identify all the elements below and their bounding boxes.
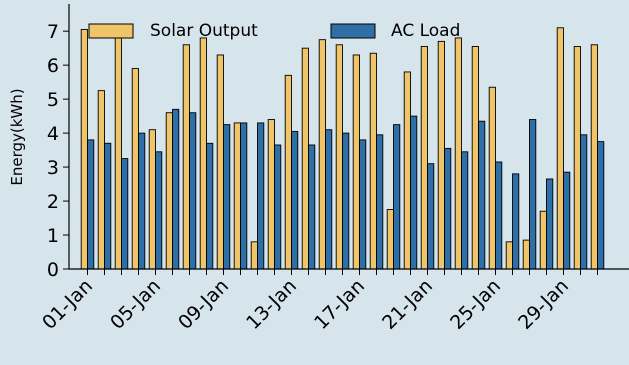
bar-ac-load (257, 122, 265, 270)
bar-ac-load (546, 178, 554, 270)
y-axis-label: Energy(kWh) (8, 88, 26, 185)
bar-solar-output (539, 210, 547, 270)
bar-solar-output (216, 54, 224, 270)
bar-ac-load (410, 115, 418, 270)
bar-ac-load (478, 120, 486, 270)
bar-ac-load (138, 132, 146, 270)
bar-ac-load (240, 122, 248, 270)
bar-solar-output (488, 86, 496, 270)
y-tick-label: 1 (47, 225, 59, 247)
legend-label-ac-load: AC Load (391, 21, 460, 41)
bar-ac-load (342, 132, 350, 270)
bar-ac-load (512, 173, 520, 270)
legend-swatch-ac-load (330, 23, 376, 39)
bar-solar-output (437, 40, 445, 270)
x-tick-label: 21-Jan (378, 275, 437, 334)
bar-solar-output (335, 44, 343, 270)
bar-solar-output (182, 44, 190, 270)
x-tick-label: 17-Jan (310, 275, 369, 334)
bar-ac-load (325, 129, 333, 270)
bar-solar-output (80, 29, 88, 270)
x-axis: 01-Jan 05-Jan 09-Jan 13-Jan 17-Jan 21-Jan 25-J… (38, 268, 629, 334)
x-tick-label: 13-Jan (242, 275, 301, 334)
bar-solar-output (369, 52, 377, 270)
y-tick-label: 4 (47, 123, 59, 145)
bar-ac-load (563, 171, 571, 270)
y-tick-label: 7 (47, 21, 59, 43)
bar-ac-load (87, 139, 95, 270)
bar-solar-output (454, 37, 462, 270)
bar-ac-load (461, 151, 469, 270)
bar-ac-load (223, 124, 231, 270)
bar-solar-output (131, 68, 139, 270)
bar-ac-load (495, 161, 503, 270)
bar-ac-load (444, 147, 452, 270)
bar-solar-output (505, 241, 513, 270)
bar-ac-load (597, 141, 605, 270)
bar-ac-load (359, 139, 367, 270)
x-tick-label: 09-Jan (174, 275, 233, 334)
bar-solar-output (403, 71, 411, 270)
bar-solar-output (165, 112, 173, 270)
x-tick-label: 29-Jan (514, 275, 573, 334)
bar-ac-load (121, 158, 129, 270)
legend: Solar Output AC Load (88, 21, 460, 41)
y-tick-label: 0 (47, 259, 59, 281)
bar-ac-load (206, 142, 214, 270)
x-tick-label: 01-Jan (38, 275, 97, 334)
bar-solar-output (471, 46, 479, 270)
y-tick-label: 2 (47, 191, 59, 213)
bar-solar-output (148, 129, 156, 270)
bar-solar-output (97, 90, 105, 270)
bar-solar-output (556, 27, 564, 270)
y-tick-label: 6 (47, 55, 59, 77)
bar-ac-load (427, 163, 435, 270)
y-tick-label: 3 (47, 157, 59, 179)
bar-solar-output (522, 239, 530, 270)
y-tick-label: 5 (47, 89, 59, 111)
bar-ac-load (172, 108, 180, 270)
bar-solar-output (233, 122, 241, 270)
x-tick-label: 05-Jan (106, 275, 165, 334)
bar-solar-output (267, 119, 275, 270)
bar-solar-output (352, 54, 360, 270)
bar-solar-output (573, 46, 581, 270)
x-tick-label: 25-Jan (446, 275, 505, 334)
bar-solar-output (199, 37, 207, 270)
legend-label-solar-output: Solar Output (150, 21, 258, 41)
bar-ac-load (393, 124, 401, 270)
bar-ac-load (376, 134, 384, 270)
bar-solar-output (114, 35, 122, 270)
bar-ac-load (155, 151, 163, 270)
bar-ac-load (189, 112, 197, 270)
bar-solar-output (420, 46, 428, 270)
bar-solar-output (250, 241, 258, 270)
bar-solar-output (284, 74, 292, 270)
bar-ac-load (308, 144, 316, 270)
bar-solar-output (590, 44, 598, 270)
bar-ac-load (104, 142, 112, 270)
bar-ac-load (529, 119, 537, 270)
bar-ac-load (580, 134, 588, 270)
bar-solar-output (318, 39, 326, 270)
bar-ac-load (291, 130, 299, 270)
bar-solar-output (301, 47, 309, 270)
bar-solar-output (386, 209, 394, 270)
y-axis: 0 1 2 3 4 5 6 7 (47, 4, 70, 281)
bar-ac-load (274, 144, 282, 270)
legend-swatch-solar-output (88, 23, 134, 39)
